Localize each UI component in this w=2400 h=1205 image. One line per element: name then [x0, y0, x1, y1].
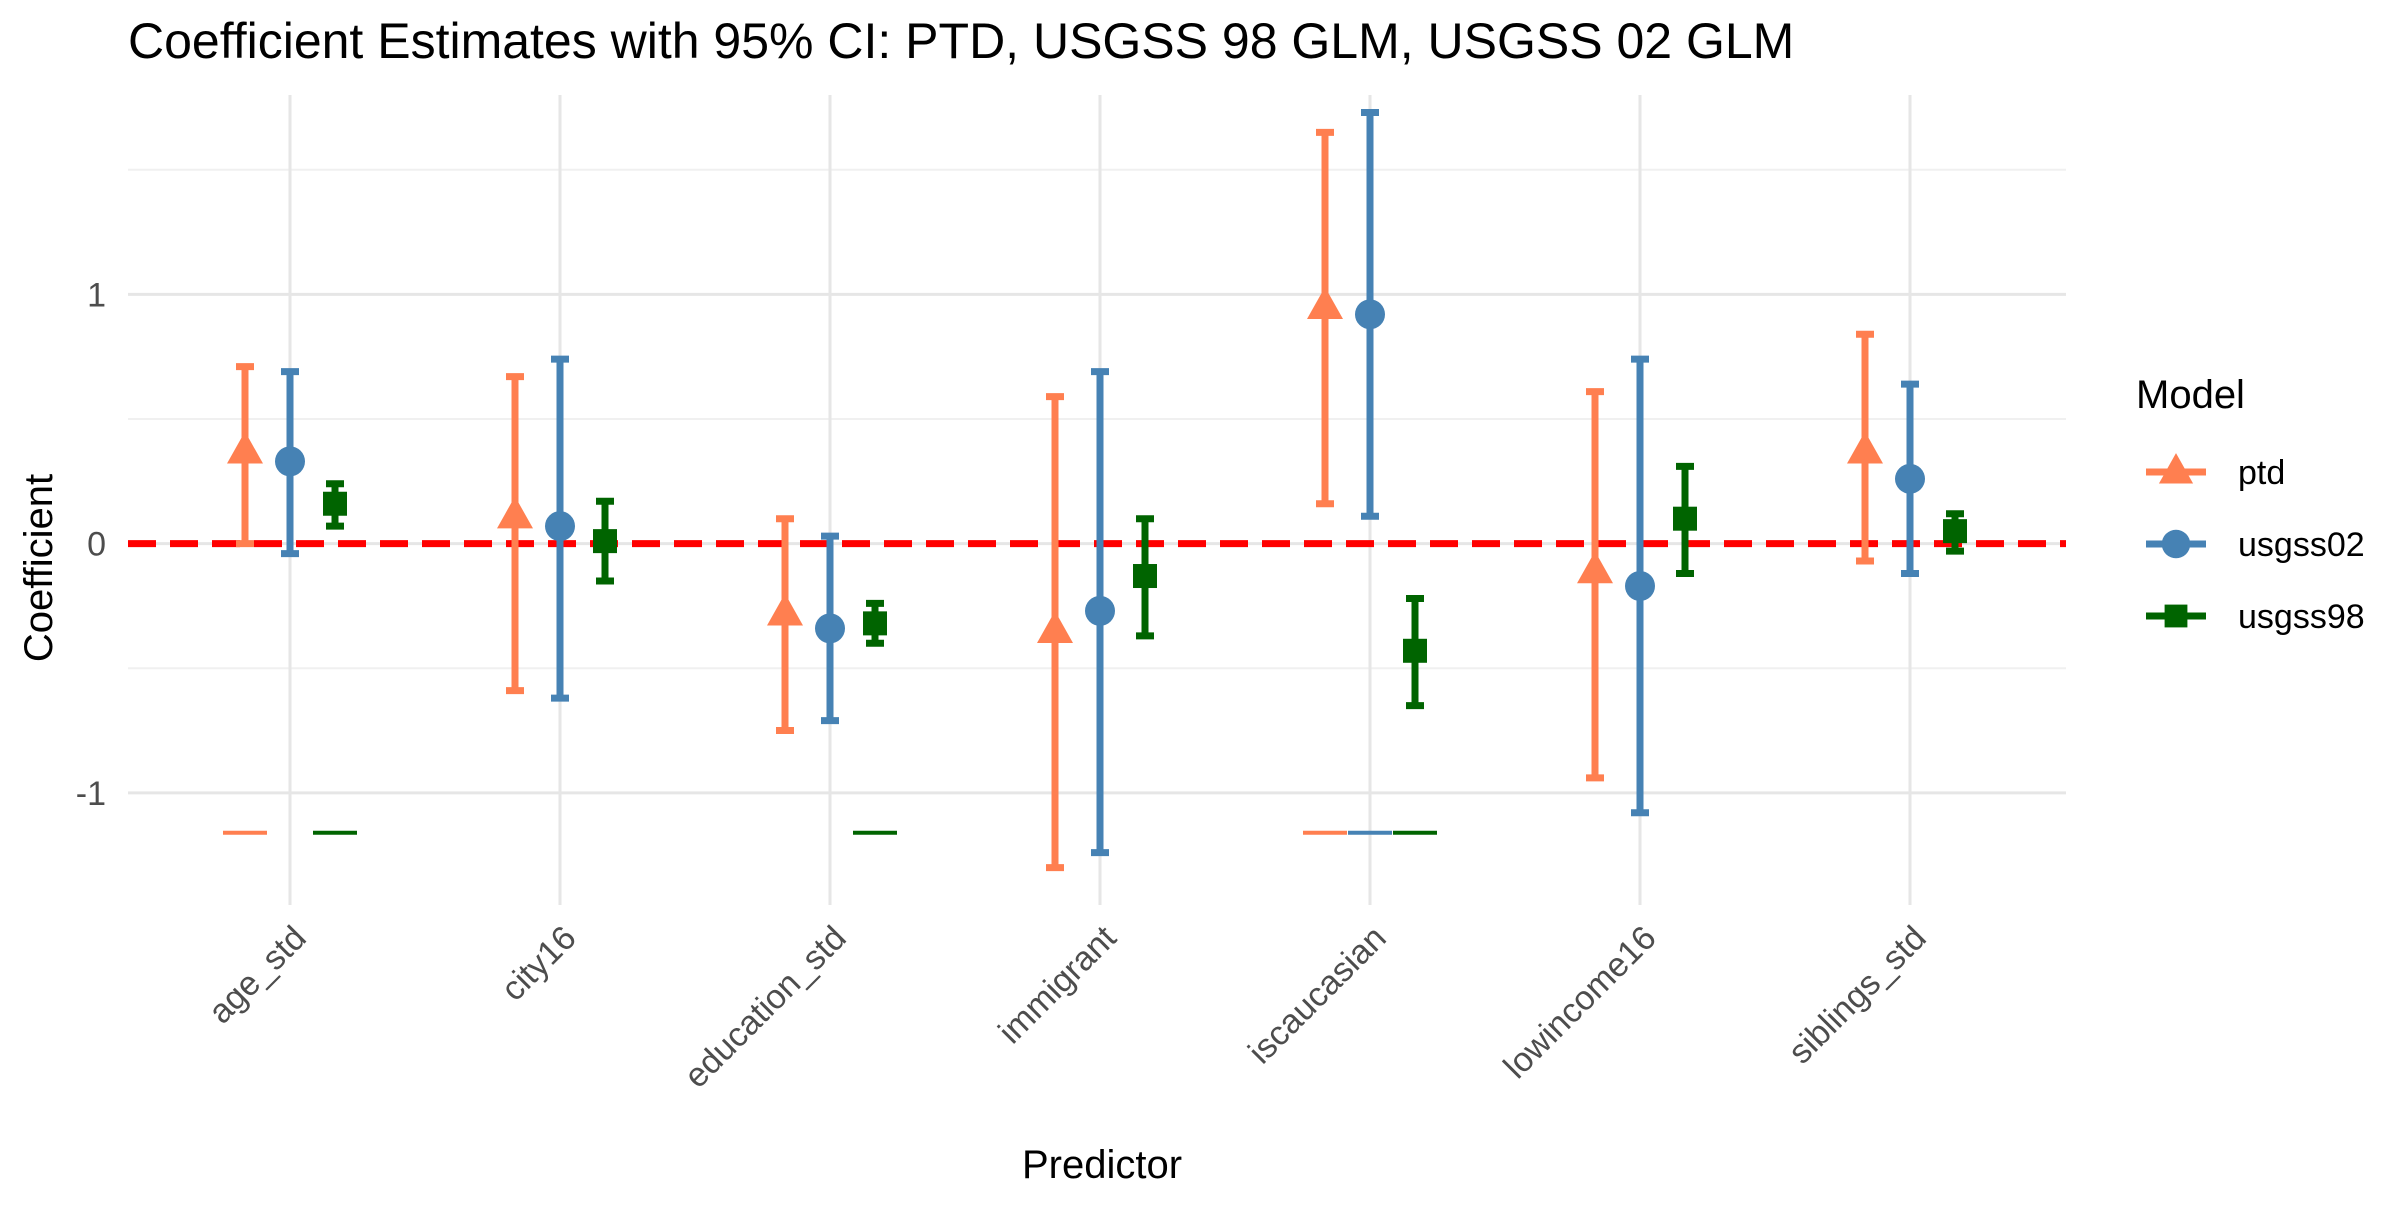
marker-triangle — [1307, 287, 1343, 320]
marker-circle — [1895, 463, 1925, 494]
legend-item-usgss98: usgss98 — [2146, 598, 2365, 636]
marker-circle — [545, 511, 575, 542]
x-tick-label: lowincome16 — [1496, 919, 1663, 1086]
point-ptd-immigrant — [1037, 393, 1073, 872]
legend-item-ptd: ptd — [2146, 453, 2285, 492]
point-ptd-city16 — [497, 373, 533, 695]
legend-key-circle — [2161, 529, 2191, 559]
marker-triangle — [497, 496, 533, 529]
point-usgss98-city16 — [593, 497, 617, 585]
point-usgss98-immigrant — [1133, 515, 1157, 640]
series-ptd — [227, 128, 1883, 872]
point-ptd-lowincome16 — [1577, 388, 1613, 782]
marker-triangle — [767, 593, 803, 626]
marker-circle — [815, 613, 845, 644]
point-usgss02-lowincome16 — [1625, 355, 1655, 817]
legend-label: usgss02 — [2238, 526, 2365, 564]
marker-square — [323, 491, 347, 516]
point-usgss02-siblings_std — [1895, 380, 1925, 578]
point-ptd-education_std — [767, 515, 803, 735]
marker-triangle — [227, 431, 263, 464]
marker-triangle — [1037, 611, 1073, 644]
legend-title: Model — [2136, 373, 2245, 417]
legend-key-square — [2164, 604, 2188, 628]
point-usgss02-education_std — [815, 532, 845, 725]
x-tick-label: city16 — [494, 919, 584, 1009]
point-usgss02-immigrant — [1085, 368, 1115, 857]
point-ptd-iscaucasian — [1307, 128, 1343, 508]
x-axis-label: Predictor — [1022, 1143, 1182, 1187]
y-tick-label: 1 — [87, 276, 106, 314]
legend-key-triangle — [2158, 453, 2194, 484]
marker-square — [1943, 519, 1967, 544]
marker-square — [863, 611, 887, 636]
legend-item-usgss02: usgss02 — [2146, 526, 2365, 564]
marker-circle — [1625, 570, 1655, 601]
series-usgss98 — [323, 462, 1967, 710]
point-usgss98-iscaucasian — [1403, 594, 1427, 710]
marker-circle — [275, 446, 305, 477]
chart-title: Coefficient Estimates with 95% CI: PTD, … — [128, 13, 1794, 69]
point-ptd-age_std — [227, 363, 263, 548]
marker-circle — [1085, 595, 1115, 626]
x-tick-label: education_std — [677, 919, 854, 1096]
legend: Model ptd usgss02 usgss98 — [2136, 373, 2365, 636]
point-usgss98-education_std — [863, 599, 887, 647]
point-usgss02-city16 — [545, 355, 575, 702]
y-tick-label: 0 — [87, 526, 106, 564]
marker-circle — [1355, 299, 1385, 330]
y-axis-label: Coefficient — [17, 474, 61, 662]
series-usgss02 — [275, 108, 1925, 857]
point-ptd-siblings_std — [1847, 330, 1883, 565]
point-usgss98-siblings_std — [1943, 510, 1967, 555]
x-tick-label: immigrant — [991, 918, 1124, 1051]
point-usgss98-lowincome16 — [1673, 462, 1697, 578]
legend-label: usgss98 — [2238, 598, 2365, 636]
point-usgss02-iscaucasian — [1355, 108, 1385, 520]
marker-square — [1133, 564, 1157, 589]
marker-square — [1403, 638, 1427, 663]
point-usgss98-age_std — [323, 480, 347, 530]
marker-triangle — [1577, 551, 1613, 584]
marker-triangle — [1847, 431, 1883, 464]
y-tick-label: -1 — [76, 775, 106, 813]
legend-label: ptd — [2238, 454, 2285, 492]
series-layer — [227, 108, 1967, 872]
axis-layer: -1 0 1 age_std city16 education_std immigrant i… — [76, 276, 1934, 1095]
x-tick-label: age_std — [201, 919, 313, 1031]
marker-square — [593, 529, 617, 554]
point-usgss02-age_std — [275, 368, 305, 558]
x-tick-label: siblings_std — [1781, 919, 1933, 1071]
marker-square — [1673, 506, 1697, 531]
x-tick-label: iscaucasian — [1241, 919, 1393, 1071]
